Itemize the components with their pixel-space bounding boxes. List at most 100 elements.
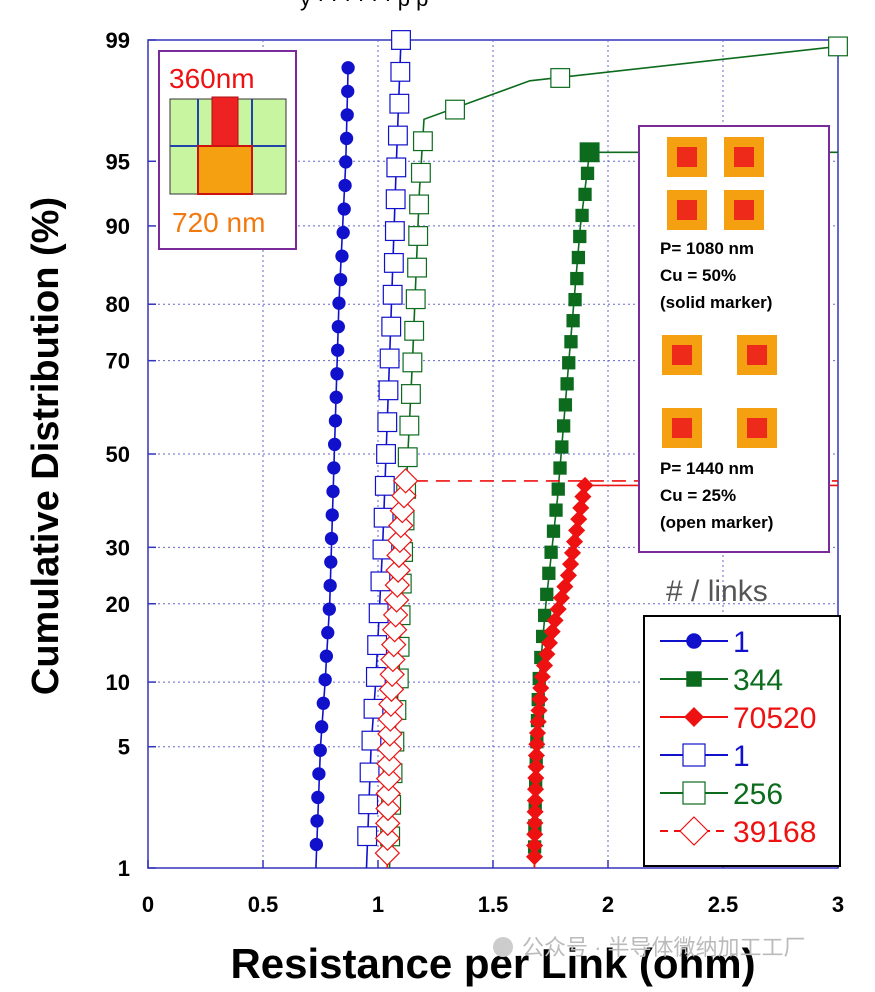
legend-item: 39168 (660, 816, 816, 849)
data-point (322, 602, 336, 616)
data-point (526, 803, 544, 821)
data-point (410, 162, 431, 183)
y-tick-label: 80 (106, 292, 130, 317)
data-point (568, 521, 586, 539)
data-point (408, 226, 429, 246)
dense-pad-pattern (667, 137, 764, 230)
data-point (380, 631, 407, 658)
legend-marker (682, 743, 706, 767)
data-point (387, 125, 408, 146)
data-point (376, 736, 403, 762)
legend-item: 70520 (660, 702, 816, 735)
data-point (566, 314, 580, 328)
watermark-text: 公众号 · 半导体微纳加工工厂 (522, 935, 806, 960)
data-point (538, 608, 552, 623)
data-point (532, 679, 550, 697)
y-axis-label: Cumulative Distribution (%) (25, 197, 67, 695)
legend-title: # / links (666, 575, 768, 608)
pad-inner (734, 147, 754, 167)
data-point (323, 578, 337, 593)
legend-label: 256 (733, 778, 783, 811)
top-caption: y · · · · · · p p (300, 0, 428, 11)
data-point (338, 178, 352, 193)
legend-marker (682, 781, 706, 805)
data-point (553, 461, 567, 475)
data-point (384, 572, 411, 598)
dense-marker-note: (solid marker) (660, 293, 772, 312)
data-point (528, 735, 546, 753)
data-point (565, 533, 584, 551)
wechat-icon (493, 937, 513, 957)
data-point (389, 93, 410, 114)
data-point (375, 795, 401, 822)
data-point (527, 769, 545, 787)
data-point (563, 544, 582, 562)
y-tick-label: 95 (106, 149, 130, 174)
data-point (564, 335, 578, 349)
data-point (381, 316, 402, 337)
data-point (556, 419, 571, 433)
data-point (378, 676, 405, 703)
data-point (551, 482, 565, 496)
data-point (574, 488, 592, 506)
data-point (570, 510, 588, 528)
data-point (399, 415, 420, 436)
data-point (383, 587, 410, 613)
data-point (579, 142, 600, 163)
pattern-density-box: P= 1080 nm Cu = 50% (solid marker) P= 14… (638, 125, 830, 553)
data-point (324, 555, 338, 569)
data-point (392, 468, 419, 494)
data-point (374, 475, 395, 496)
sparse-pitch: P= 1440 nm (660, 459, 754, 478)
data-point (381, 617, 408, 643)
data-point (526, 814, 544, 832)
x-tick-label: 0.5 (248, 892, 279, 917)
data-point (382, 284, 403, 305)
data-point (530, 701, 548, 720)
inset-top-label: 360nm (169, 63, 255, 94)
series-1-open (357, 30, 411, 869)
data-point (333, 272, 348, 287)
data-point (546, 611, 564, 629)
pad-inner (734, 200, 754, 220)
data-point (526, 825, 544, 843)
x-tick-label: 1 (372, 892, 384, 917)
legend-label: 39168 (733, 816, 816, 849)
y-tick-label: 1 (118, 856, 130, 881)
data-point (324, 531, 339, 546)
data-point (552, 589, 570, 607)
data-point (331, 343, 345, 357)
legend-item: 1 (660, 626, 750, 659)
data-point (339, 131, 354, 146)
data-point (378, 380, 399, 401)
data-point (331, 320, 345, 334)
pad-inner (747, 418, 767, 438)
data-point (386, 542, 412, 569)
data-point (332, 296, 346, 310)
data-point (374, 825, 401, 851)
data-point (576, 476, 594, 494)
data-point (388, 512, 414, 539)
data-point (318, 673, 332, 687)
data-point (319, 649, 334, 663)
data-point (378, 691, 404, 717)
data-point (327, 461, 341, 475)
data-point (526, 836, 544, 855)
data-point (544, 545, 558, 559)
data-point (359, 762, 380, 783)
data-point (390, 61, 411, 82)
data-point (573, 229, 587, 244)
data-point (525, 848, 544, 866)
data-point (535, 656, 554, 674)
dense-cu-density: Cu = 50% (660, 266, 736, 285)
data-point (385, 189, 406, 210)
data-point (556, 578, 574, 596)
legend-marker (679, 816, 709, 846)
data-point (531, 690, 549, 708)
data-point (382, 602, 409, 628)
data-point (828, 36, 848, 57)
x-tick-label: 0 (142, 892, 154, 917)
data-point (358, 794, 379, 815)
data-point (445, 99, 465, 120)
